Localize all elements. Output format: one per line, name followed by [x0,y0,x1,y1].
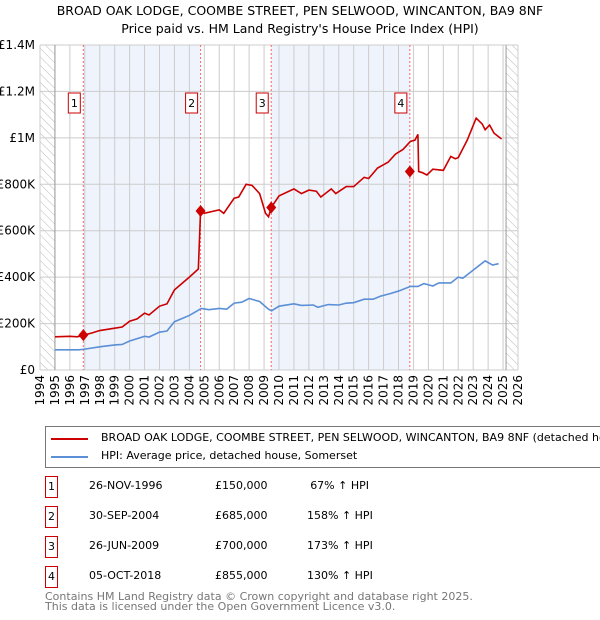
sale-number-badge: 2 [45,506,58,528]
x-tick-label: 2019 [406,375,420,406]
x-tick-label: 2018 [392,375,406,406]
x-tick-label: 2008 [242,375,256,406]
sale-label: 4 [397,97,404,110]
sale-number-badge: 3 [45,536,58,558]
x-tick-label: 2021 [436,375,450,406]
sale-hpi-change: 158% ↑ HPI [307,509,373,522]
y-tick-label: £1.2M [0,84,35,98]
x-tick-label: 1997 [78,375,92,406]
sale-price: £150,000 [215,479,268,492]
sale-date: 30-SEP-2004 [89,509,160,522]
sale-point [404,165,415,178]
chart-title: BROAD OAK LODGE, COOMBE STREET, PEN SELW… [56,3,544,18]
ownership-band [271,45,410,370]
x-tick-label: 2024 [481,375,495,406]
x-tick-label: 2006 [212,375,226,406]
sale-label: 1 [71,97,78,110]
sale-point [78,329,89,342]
x-tick-label: 2022 [451,375,465,406]
sale-label-box [185,92,199,114]
x-tick-label: 2004 [182,375,196,406]
legend: BROAD OAK LODGE, COOMBE STREET, PEN SELW… [45,426,600,468]
x-tick-label: 2012 [302,375,316,406]
y-tick-label: £600K [0,224,36,238]
x-tick-label: 2014 [332,375,346,406]
chart-subtitle: Price paid vs. HM Land Registry's House … [121,21,479,36]
sale-hpi-change: 173% ↑ HPI [307,539,373,552]
y-tick-label: £400K [0,270,36,284]
x-tick-label: 2013 [317,375,331,406]
sale-point [195,204,206,217]
x-tick-label: 1995 [48,375,62,406]
sale-number-badge: 4 [45,566,58,588]
x-tick-label: 1996 [63,375,77,406]
y-tick-label: £800K [0,177,36,191]
x-tick-label: 1994 [33,375,47,406]
sale-number-badge: 1 [45,476,58,498]
x-tick-label: 2026 [511,375,525,406]
hpi-line [54,259,499,351]
footer-copyright: Contains HM Land Registry data © Crown c… [45,590,473,603]
sale-label-box [255,92,269,114]
ownership-band [83,45,201,370]
sale-label-box [67,92,81,114]
x-tick-label: 2020 [421,375,435,406]
x-tick-label: 2009 [257,375,271,406]
x-tick-label: 2003 [167,375,181,406]
x-tick-label: 2005 [197,375,211,406]
sale-date: 26-NOV-1996 [89,479,163,492]
x-tick-label: 2011 [287,375,301,406]
legend-label-hpi: HPI: Average price, detached house, Some… [101,449,358,462]
price-chart: 1994 1995 1996 1997 1998 1999 2000 2001 2002 2003… [0,38,525,406]
sale-date: 26-JUN-2009 [89,539,160,552]
x-tick-label: 2016 [362,375,376,406]
x-tick-label: 2025 [496,375,510,406]
sale-price: £685,000 [215,509,268,522]
sale-point [266,201,277,214]
x-tick-label: 2000 [123,375,137,406]
x-tick-label: 2002 [153,375,167,406]
sale-label-box [394,92,408,114]
x-tick-label: 1999 [108,375,122,406]
property-price-line [54,116,503,338]
sale-price: £855,000 [215,569,268,582]
x-tick-label: 2007 [227,375,241,406]
x-tick-label: 2017 [377,375,391,406]
footer-licence: This data is licensed under the Open Gov… [45,600,396,613]
legend-label-property: BROAD OAK LODGE, COOMBE STREET, PEN SELW… [101,431,600,444]
x-tick-label: 2010 [272,375,286,406]
sale-hpi-change: 67% ↑ HPI [310,479,369,492]
no-data-region [40,45,55,370]
legend-swatch-hpi [51,456,88,458]
sale-hpi-change: 130% ↑ HPI [307,569,373,582]
no-data-region [506,45,518,370]
sale-label: 3 [259,97,266,110]
sale-label: 2 [188,97,195,110]
x-tick-label: 1998 [93,375,107,406]
y-tick-label: £1.4M [0,38,35,52]
x-tick-label: 2023 [466,375,480,406]
x-tick-label: 2015 [347,375,361,406]
legend-swatch-property [51,438,88,440]
y-tick-label: £1M [9,131,35,145]
sale-price: £700,000 [215,539,268,552]
y-tick-label: £0 [20,363,35,377]
sale-date: 05-OCT-2018 [89,569,162,582]
y-tick-label: £200K [0,317,36,331]
x-tick-label: 2001 [138,375,152,406]
